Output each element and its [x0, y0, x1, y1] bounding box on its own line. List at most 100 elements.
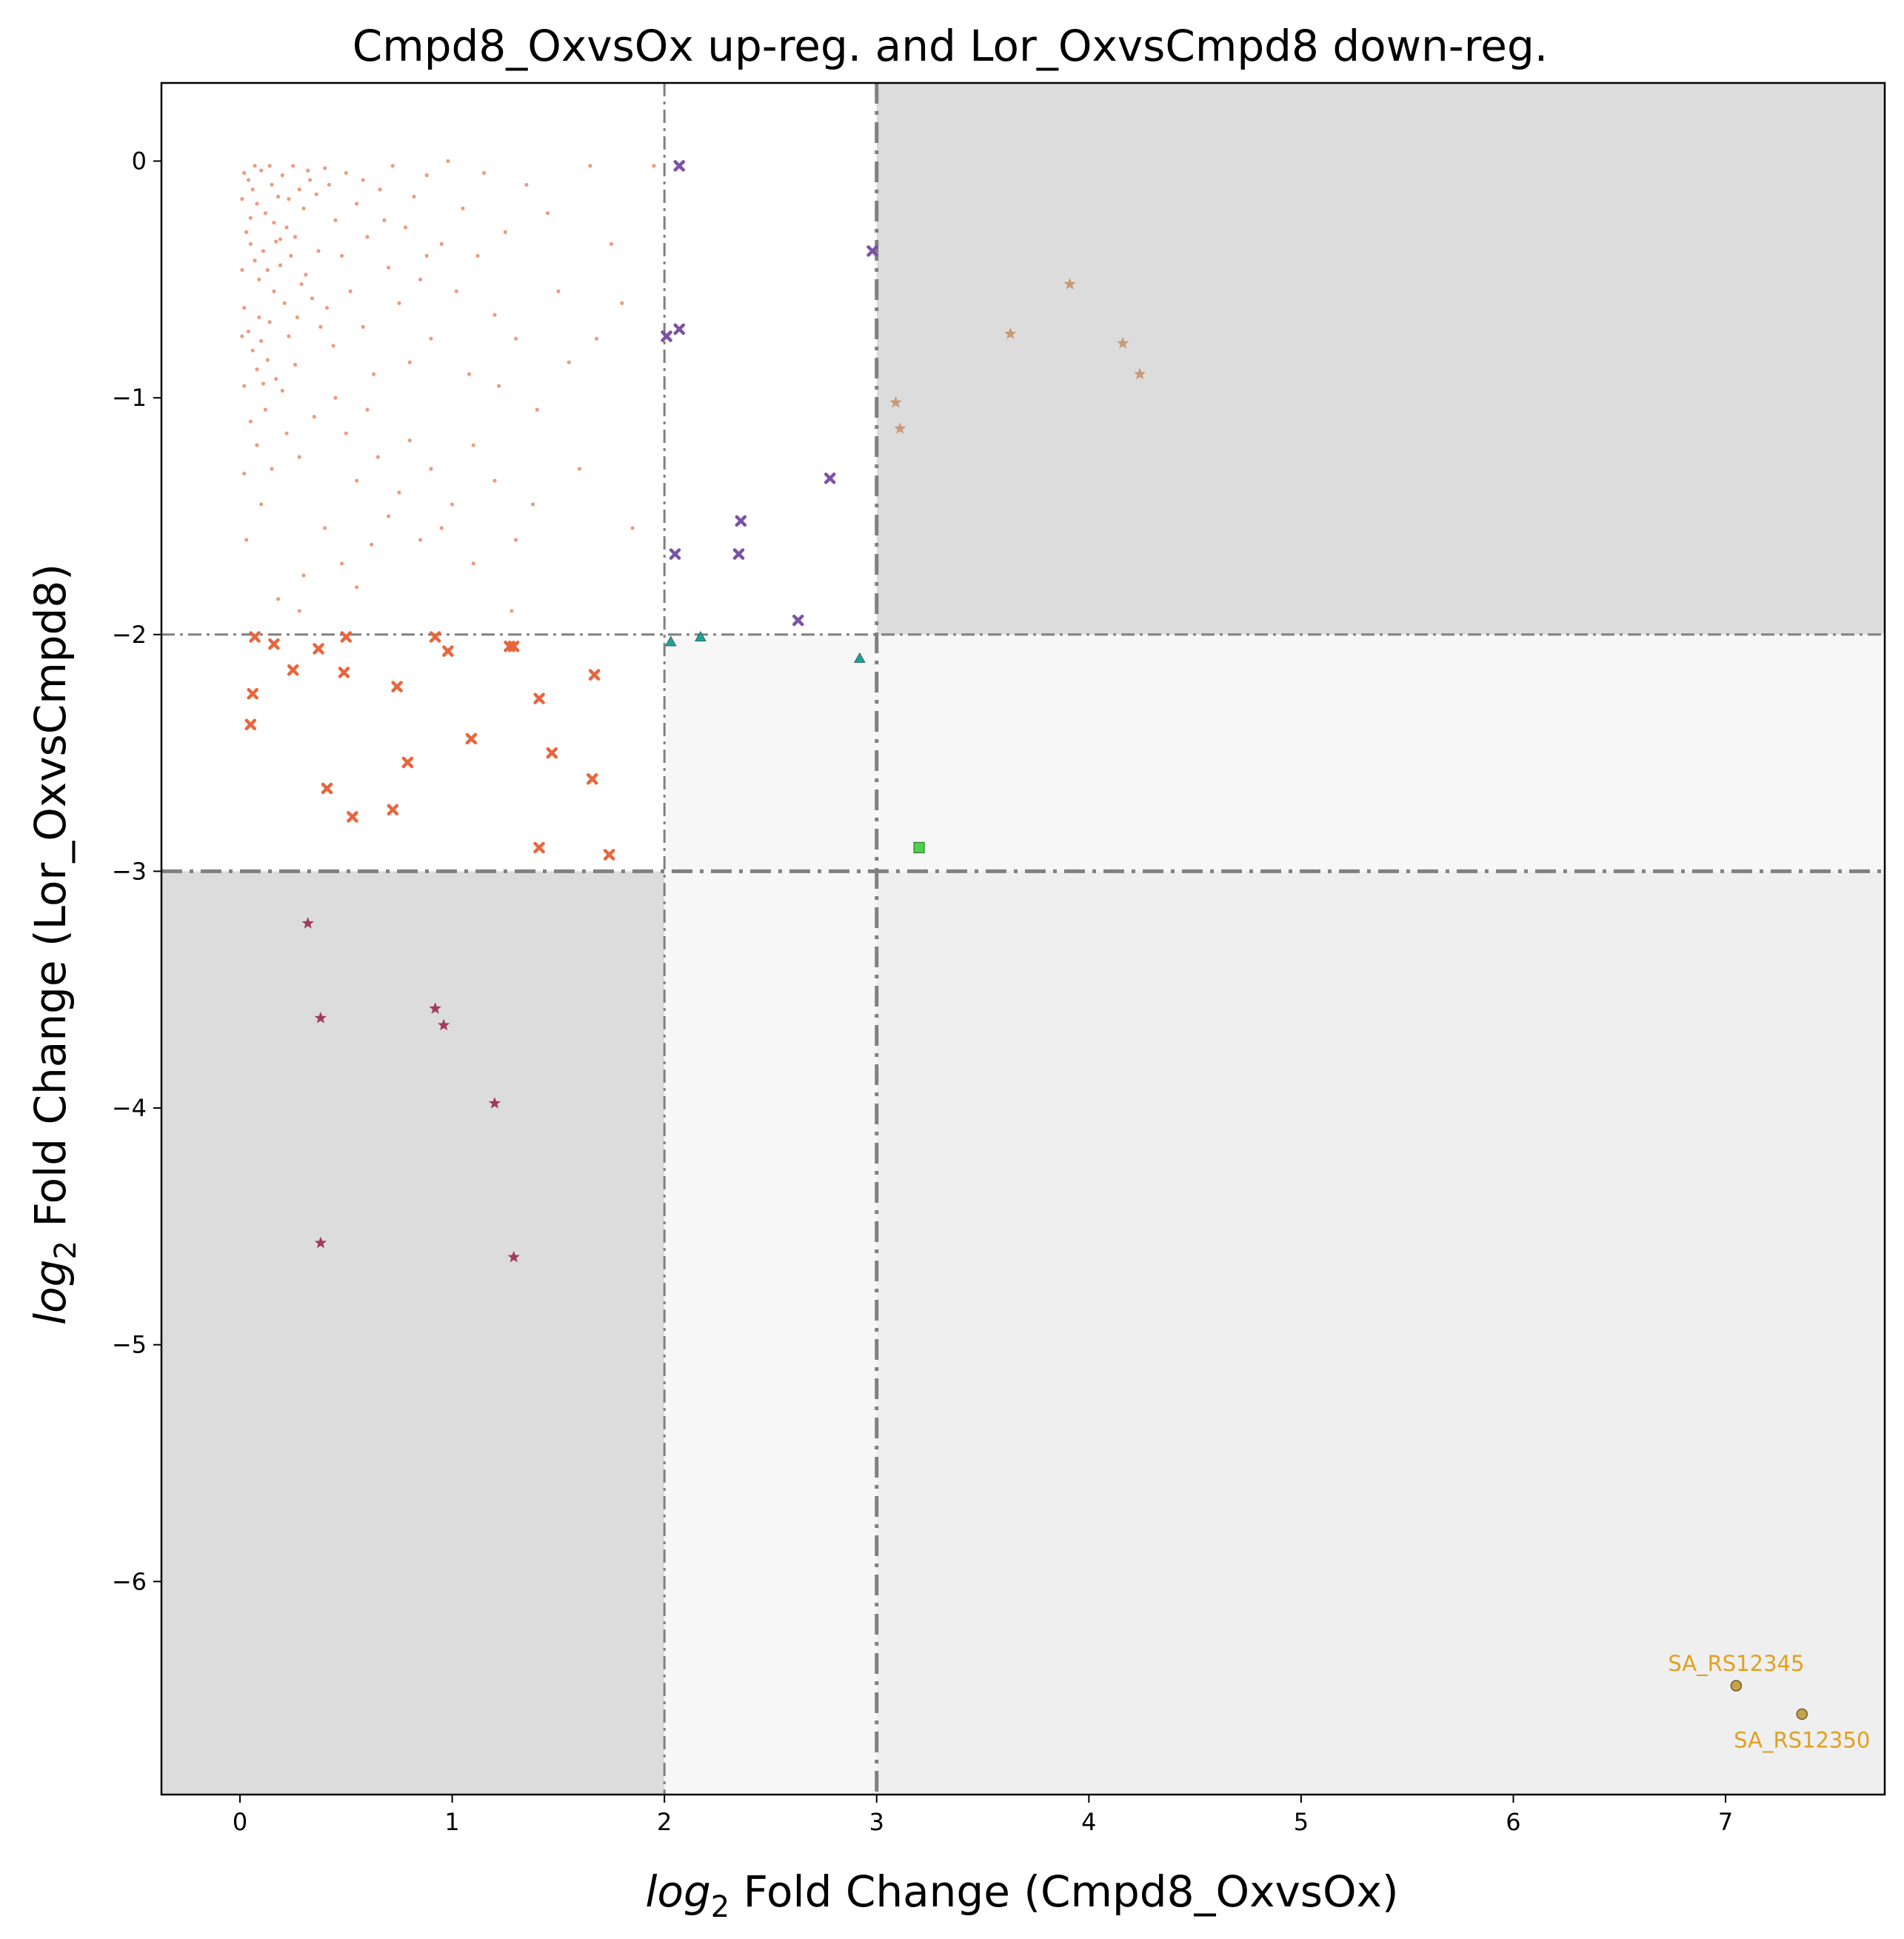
data-point [323, 166, 327, 170]
data-point [429, 467, 433, 471]
data-point [594, 336, 599, 341]
data-point [313, 643, 324, 655]
data-point [318, 324, 323, 329]
data-point [276, 597, 281, 601]
data-point [587, 772, 598, 785]
data-point [244, 718, 257, 730]
data-point-stroke [866, 245, 878, 257]
region-rect [876, 634, 1885, 872]
data-point [695, 630, 707, 642]
data-point [301, 573, 306, 578]
data-point [348, 289, 353, 293]
data-point [577, 467, 582, 471]
y-tick-label: 0 [132, 147, 147, 175]
data-point [280, 173, 284, 178]
data-point [418, 538, 423, 542]
data-point [588, 164, 592, 168]
data-point [556, 289, 561, 293]
data-point [255, 367, 259, 372]
plot-frame [160, 81, 1886, 1796]
y-tick-label: −3 [112, 857, 147, 885]
data-point [1063, 278, 1076, 290]
data-point [524, 182, 529, 187]
data-point [1796, 1708, 1808, 1721]
data-point [297, 187, 301, 192]
data-point-stroke [533, 841, 545, 854]
data-point-stroke [673, 160, 685, 172]
data-point-stroke [735, 515, 747, 527]
data-point-stroke [533, 692, 545, 704]
data-point [270, 182, 274, 187]
data-point-stroke [347, 811, 358, 823]
data-point [450, 502, 455, 507]
data-point [397, 301, 401, 305]
data-point-stroke [588, 669, 601, 681]
data-point [1117, 336, 1129, 349]
data-point [1133, 367, 1146, 380]
data-point [278, 237, 283, 241]
data-point [265, 358, 270, 362]
data-point [370, 542, 374, 547]
data-point [735, 515, 747, 527]
data-point [371, 372, 376, 376]
data-point [387, 514, 391, 518]
region-rect [161, 871, 665, 1795]
data-point [382, 218, 387, 222]
data-point [291, 164, 295, 168]
region-rect [664, 634, 877, 1795]
data-point [533, 841, 545, 854]
data-point [306, 168, 310, 173]
data-point [263, 211, 268, 216]
data-point [481, 170, 487, 176]
data-point-stroke [587, 772, 598, 785]
data-point [853, 652, 866, 663]
x-tick-label: 0 [233, 1808, 247, 1836]
data-point [475, 253, 480, 258]
data-point [261, 249, 266, 253]
data-point [609, 241, 614, 246]
data-point [429, 336, 433, 341]
data-point [272, 289, 276, 293]
x-tick-label: 6 [1506, 1808, 1520, 1836]
data-point [390, 164, 395, 168]
y-tick-label: −1 [112, 384, 147, 412]
data-point [375, 455, 380, 459]
x-tick-label: 7 [1718, 1808, 1733, 1836]
data-point [507, 640, 520, 653]
data-point [280, 388, 284, 393]
data-point [297, 609, 301, 613]
data-point [620, 301, 624, 305]
data-point-stroke [824, 473, 836, 484]
data-point [240, 197, 244, 201]
data-point [732, 548, 745, 560]
data-point [261, 381, 266, 386]
data-point [278, 263, 283, 267]
data-point [316, 249, 321, 253]
data-point [270, 467, 274, 471]
data-point [327, 182, 331, 187]
data-point [324, 306, 330, 310]
point-annotation-label: SA_RS12345 [1668, 1651, 1804, 1676]
data-point [301, 917, 314, 929]
data-point [276, 194, 281, 199]
data-point [535, 407, 539, 412]
data-point [284, 225, 289, 230]
data-point [272, 220, 276, 225]
data-point [669, 548, 681, 560]
data-point [418, 277, 423, 281]
data-point [467, 372, 472, 376]
data-point-stroke [321, 782, 333, 795]
data-point [378, 187, 382, 192]
region-rect [876, 871, 1885, 1795]
data-point [407, 438, 412, 443]
data-point [355, 201, 359, 206]
data-point [387, 265, 391, 270]
y-tick-label: −4 [112, 1094, 147, 1122]
data-point [513, 336, 518, 341]
data-point [263, 407, 268, 412]
data-point [259, 168, 264, 173]
data-point [338, 667, 350, 678]
data-point-stroke [546, 747, 558, 759]
data-point [242, 471, 247, 476]
data-point [588, 669, 601, 681]
